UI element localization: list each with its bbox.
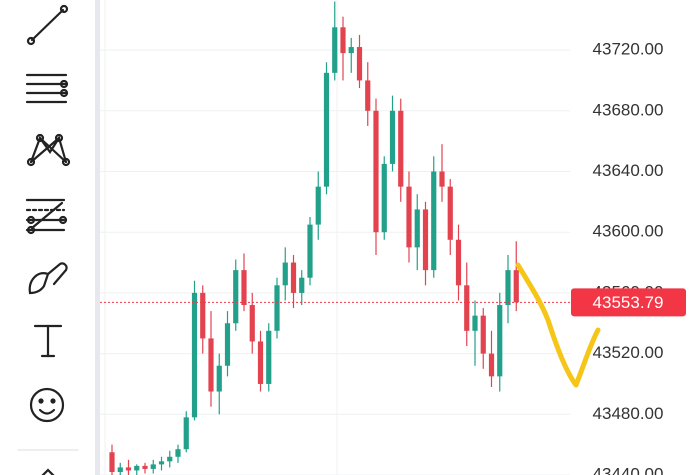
- candle-body: [439, 171, 445, 187]
- candle-body: [323, 72, 330, 187]
- candle-body: [480, 315, 486, 354]
- brush-tool[interactable]: [28, 262, 68, 295]
- y-tick-label: 43640.00: [593, 161, 664, 180]
- drawn-annotation: [515, 262, 601, 388]
- candle-body: [398, 110, 404, 187]
- candle-body: [142, 465, 148, 469]
- candle-body: [455, 239, 462, 286]
- candle-body: [299, 277, 305, 293]
- candle-body: [274, 285, 280, 331]
- chart-plot: [100, 0, 570, 475]
- candle-body: [257, 341, 264, 384]
- candle-body: [233, 270, 239, 324]
- parallel-lines-tool[interactable]: [25, 73, 69, 104]
- candle-body: [488, 353, 495, 377]
- candle-body: [447, 186, 453, 240]
- y-tick-label: 43440.00: [593, 464, 664, 475]
- candle-body: [216, 365, 222, 392]
- candle-body: [175, 449, 181, 457]
- candle-body: [307, 224, 313, 278]
- candle-body: [224, 323, 231, 366]
- candle-body: [117, 467, 123, 472]
- candle-body: [191, 292, 198, 418]
- toolbar-border: [95, 0, 100, 475]
- candle-body: [497, 305, 503, 377]
- candle-body: [266, 330, 272, 384]
- emoji-tool[interactable]: [29, 387, 65, 423]
- candle-body: [109, 452, 115, 472]
- y-tick-label: 43520.00: [593, 343, 664, 362]
- last-price-label: 43553.79: [593, 293, 664, 312]
- candle-body: [513, 270, 519, 303]
- candle-body: [158, 461, 165, 465]
- toolbar: [0, 0, 100, 475]
- candle-body: [356, 47, 363, 81]
- candle-body: [134, 465, 140, 471]
- candle-body: [241, 270, 247, 306]
- candle-body: [183, 417, 189, 450]
- candle-body: [373, 110, 379, 233]
- candle-body: [505, 270, 511, 306]
- candle-body: [381, 163, 387, 233]
- candle-body: [464, 285, 470, 331]
- candle-body: [290, 262, 297, 293]
- pattern-tool[interactable]: [26, 133, 71, 167]
- candle-body: [332, 27, 338, 73]
- candle-body: [200, 292, 206, 339]
- y-tick-label: 43720.00: [593, 40, 664, 59]
- candle-body: [150, 464, 156, 469]
- candle-body: [422, 209, 429, 271]
- candle-body: [365, 80, 371, 111]
- text-tool[interactable]: [33, 324, 63, 358]
- y-tick-label: 43600.00: [593, 222, 664, 241]
- last-price-tag: [571, 288, 686, 317]
- y-tick-label: 43480.00: [593, 404, 664, 423]
- candle-body: [249, 305, 255, 342]
- toolbar-bg: [0, 0, 95, 475]
- candle-body: [208, 338, 214, 392]
- candle-body: [340, 27, 346, 54]
- fib-tool[interactable]: [25, 198, 68, 235]
- candle-body: [414, 209, 420, 248]
- candle-body: [406, 186, 412, 248]
- candle-body: [167, 456, 173, 462]
- candle-body: [315, 186, 321, 225]
- candle-body: [348, 47, 354, 54]
- candle-body: [389, 110, 396, 164]
- candle-body: [125, 467, 132, 471]
- trend-line-tool[interactable]: [26, 4, 69, 46]
- candle-body: [431, 171, 437, 271]
- candle-body: [472, 315, 478, 331]
- candle-body: [282, 262, 288, 286]
- more-tools[interactable]: [40, 468, 56, 475]
- y-tick-label: 43680.00: [593, 100, 664, 119]
